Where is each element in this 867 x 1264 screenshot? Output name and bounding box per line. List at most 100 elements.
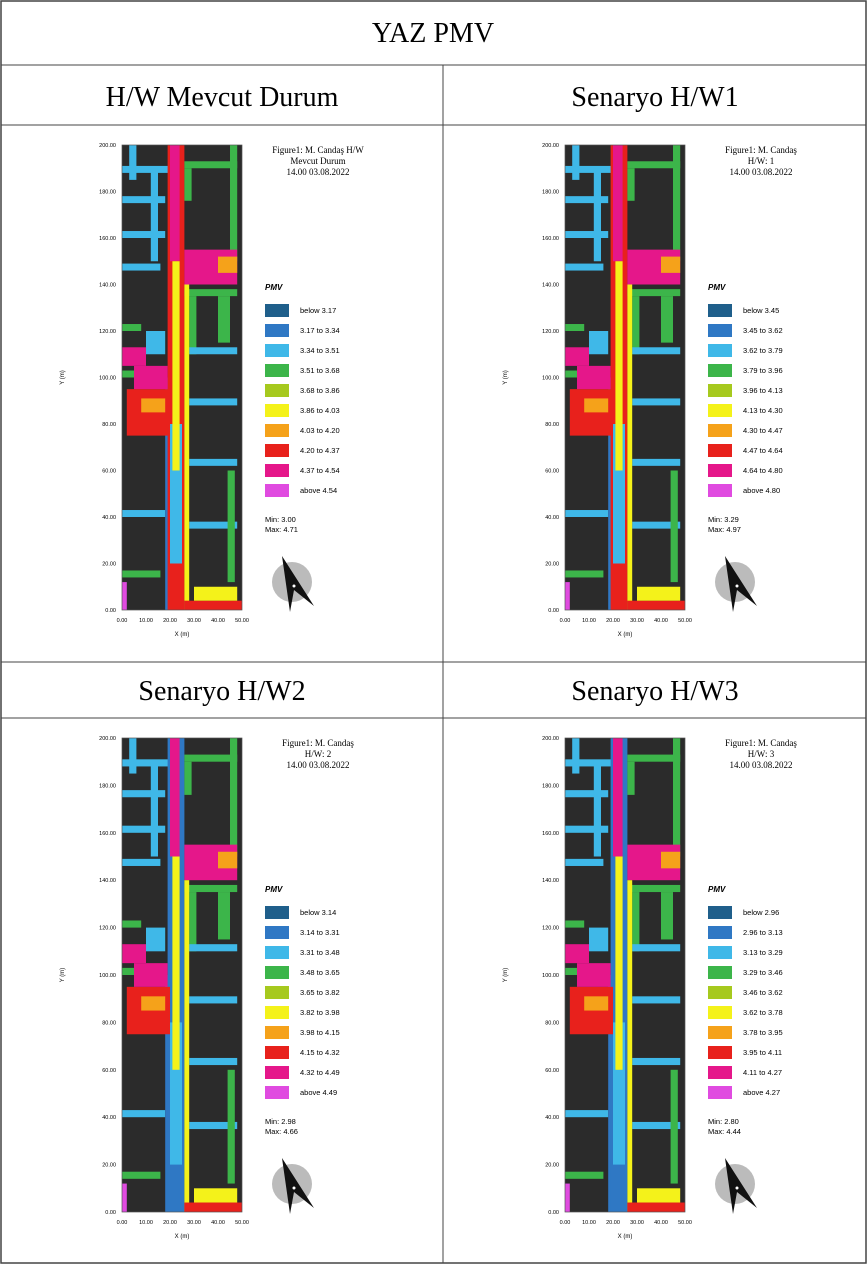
y-tick-label: 180.00 xyxy=(99,783,116,789)
map-cell xyxy=(632,398,680,405)
figure-caption: Figure1: M. Candaş xyxy=(725,738,797,748)
y-axis-label: Y (m) xyxy=(503,968,509,983)
legend-swatch xyxy=(708,926,732,939)
y-tick-label: 80.00 xyxy=(545,1020,559,1026)
y-tick-label: 40.00 xyxy=(545,1115,559,1121)
map-cell xyxy=(632,944,680,951)
map-cell xyxy=(671,471,678,583)
legend-swatch xyxy=(708,384,732,397)
y-tick-label: 120.00 xyxy=(99,926,116,932)
y-tick-label: 0.00 xyxy=(548,608,559,614)
legend-swatch xyxy=(265,424,289,437)
legend-swatch xyxy=(265,1026,289,1039)
y-tick-label: 40.00 xyxy=(102,1115,116,1121)
x-tick-label: 30.00 xyxy=(630,618,644,624)
panel: 200.00180.00160.00140.00120.00100.0080.0… xyxy=(503,736,797,1240)
legend-label: 4.64 to 4.80 xyxy=(743,466,783,475)
y-tick-label: 120.00 xyxy=(99,329,116,335)
compass-dot xyxy=(736,585,739,588)
legend-label: 3.78 to 3.95 xyxy=(743,1028,783,1037)
legend-label: 3.17 to 3.34 xyxy=(300,326,340,335)
figure-caption: 14.00 03.08.2022 xyxy=(287,760,350,770)
map-cell xyxy=(589,331,608,354)
map-cell xyxy=(565,790,608,797)
y-tick-label: 60.00 xyxy=(545,1068,559,1074)
legend-swatch xyxy=(265,966,289,979)
legend-label: above 4.80 xyxy=(743,486,780,495)
y-tick-label: 40.00 xyxy=(102,515,116,521)
map-cell xyxy=(627,285,632,611)
legend-label: 4.47 to 4.64 xyxy=(743,446,783,455)
map-cell xyxy=(584,996,608,1010)
y-tick-label: 160.00 xyxy=(542,236,559,242)
legend-swatch xyxy=(265,946,289,959)
legend-label: below 3.14 xyxy=(300,908,336,917)
y-tick-label: 80.00 xyxy=(545,422,559,428)
x-tick-label: 0.00 xyxy=(560,618,571,624)
y-tick-label: 180.00 xyxy=(542,783,559,789)
x-tick-label: 40.00 xyxy=(211,618,225,624)
compass-dot xyxy=(736,1187,739,1190)
map-cell xyxy=(613,738,623,857)
legend-label: above 4.49 xyxy=(300,1088,337,1097)
map-cell xyxy=(122,920,141,927)
map-cell xyxy=(661,257,680,273)
map-cell xyxy=(122,826,165,833)
legend-swatch xyxy=(265,324,289,337)
legend-label: 4.37 to 4.54 xyxy=(300,466,340,475)
legend-swatch xyxy=(708,404,732,417)
legend-label: 3.48 to 3.65 xyxy=(300,968,340,977)
x-tick-label: 40.00 xyxy=(654,618,668,624)
map-cell xyxy=(122,510,165,517)
legend-swatch xyxy=(265,1066,289,1079)
legend-label: above 4.27 xyxy=(743,1088,780,1097)
legend-swatch xyxy=(265,1046,289,1059)
map-cell xyxy=(632,892,639,951)
map-cell xyxy=(189,892,196,951)
map-cell xyxy=(615,857,622,976)
legend-label: 3.65 to 3.82 xyxy=(300,988,340,997)
map-cell xyxy=(565,347,589,366)
y-tick-label: 140.00 xyxy=(542,283,559,289)
map-cell xyxy=(230,738,237,857)
legend-swatch xyxy=(708,444,732,457)
map-cell xyxy=(565,826,608,833)
legend-swatch xyxy=(265,926,289,939)
map-cell xyxy=(172,975,179,1070)
legend-label: 3.79 to 3.96 xyxy=(743,366,783,375)
legend-swatch xyxy=(265,444,289,457)
map-cell xyxy=(172,261,179,377)
legend-swatch xyxy=(708,344,732,357)
map-cell xyxy=(189,296,196,354)
max-value: Max: 4.71 xyxy=(265,525,298,534)
legend-swatch xyxy=(265,906,289,919)
y-tick-label: 40.00 xyxy=(545,515,559,521)
x-tick-label: 10.00 xyxy=(139,618,153,624)
legend-label: 3.51 to 3.68 xyxy=(300,366,340,375)
map-cell xyxy=(615,261,622,377)
map-cell xyxy=(170,738,180,857)
legend-label: 4.03 to 4.20 xyxy=(300,426,340,435)
panel-heading: Senaryo H/W2 xyxy=(138,676,305,707)
map-cell xyxy=(613,145,623,261)
y-axis-label: Y (m) xyxy=(503,370,509,385)
figure-caption: 14.00 03.08.2022 xyxy=(730,760,793,770)
map-cell xyxy=(577,366,611,389)
y-tick-label: 20.00 xyxy=(102,1163,116,1169)
y-tick-label: 60.00 xyxy=(102,1068,116,1074)
map-cell xyxy=(170,145,180,261)
legend-label: 3.31 to 3.48 xyxy=(300,948,340,957)
legend-swatch xyxy=(708,1066,732,1079)
legend-title: PMV xyxy=(265,885,283,894)
y-axis-label: Y (m) xyxy=(60,968,66,983)
map-cell xyxy=(632,996,680,1003)
legend-label: below 3.17 xyxy=(300,306,336,315)
map-cell xyxy=(184,601,242,610)
compass-dot xyxy=(293,1187,296,1190)
legend-label: 3.14 to 3.31 xyxy=(300,928,340,937)
figure-caption: Figure1: M. Candaş xyxy=(725,145,797,155)
panel-heading: Senaryo H/W3 xyxy=(571,676,738,707)
x-tick-label: 50.00 xyxy=(678,1220,692,1226)
map-cell xyxy=(218,296,230,343)
x-tick-label: 0.00 xyxy=(117,1220,128,1226)
